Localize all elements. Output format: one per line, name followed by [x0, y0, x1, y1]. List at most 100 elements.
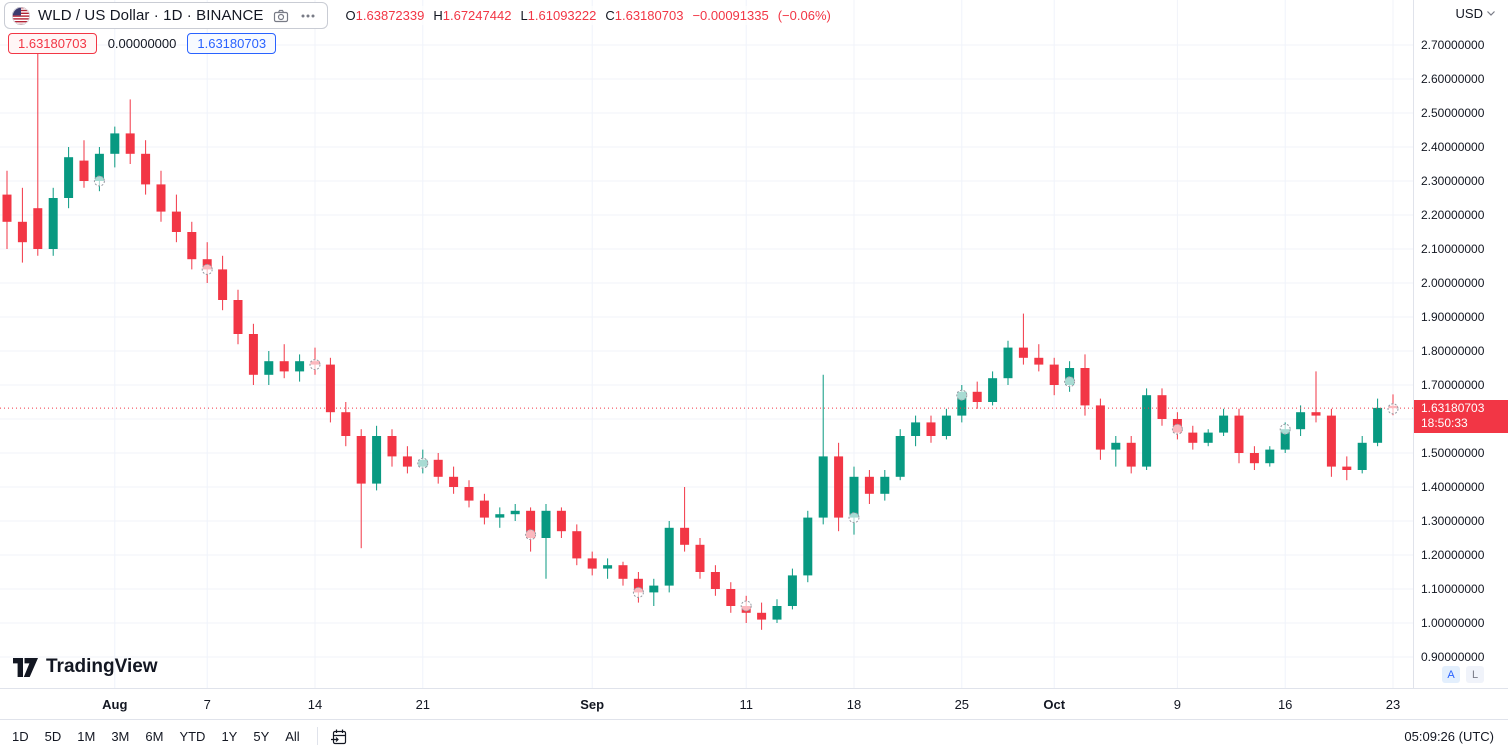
candle-body	[356, 436, 366, 484]
candle-body	[372, 436, 382, 484]
candle-body	[1188, 432, 1198, 443]
ask-price-badge[interactable]: 1.63180703	[187, 33, 277, 54]
candle-body	[526, 510, 536, 538]
auto-scale-button[interactable]: A	[1442, 666, 1460, 683]
candle-body	[2, 194, 12, 222]
candle-body	[633, 578, 643, 593]
price-tick-label: 2.20000000	[1421, 208, 1485, 222]
candle-body	[556, 510, 566, 532]
candle-body	[79, 160, 89, 181]
candle-body	[1373, 407, 1383, 443]
event-marker-icon[interactable]	[1064, 376, 1076, 388]
camera-icon[interactable]	[271, 6, 291, 26]
candle-body	[680, 527, 690, 545]
price-tick-label: 1.10000000	[1421, 582, 1485, 596]
close-value: C1.63180703	[605, 8, 684, 23]
candle-body	[1219, 415, 1229, 433]
tradingview-logo-text: TradingView	[46, 656, 158, 677]
candle-body	[587, 558, 597, 569]
candle-body	[649, 585, 659, 593]
event-marker-icon[interactable]	[525, 529, 537, 541]
bid-price-badge[interactable]: 1.63180703	[8, 33, 97, 54]
symbol-button[interactable]: WLD / US Dollar · 1D · BINANCE	[4, 2, 328, 29]
candle-body	[402, 456, 412, 467]
chart-header: WLD / US Dollar · 1D · BINANCE	[4, 2, 835, 29]
event-marker-icon[interactable]	[740, 600, 752, 612]
range-button-5d[interactable]: 5D	[44, 728, 62, 744]
current-price-label: 1.63180703 18:50:33	[1414, 400, 1508, 434]
event-marker-icon[interactable]	[93, 175, 105, 187]
price-axis[interactable]: USD 2.70000000 2.60000000 2.50000000 2.4000…	[1413, 0, 1508, 688]
candle-body	[911, 422, 921, 436]
event-marker-icon[interactable]	[1279, 423, 1291, 435]
candle-body	[941, 415, 951, 436]
event-marker-icon[interactable]	[1171, 423, 1183, 435]
candle-body	[218, 269, 228, 300]
time-tick-label: Aug	[102, 697, 128, 712]
more-options-icon[interactable]	[298, 6, 318, 26]
candle-body	[1003, 347, 1013, 379]
candle-body	[233, 300, 243, 334]
event-marker-icon[interactable]	[632, 586, 644, 598]
bid-ask-row: 1.63180703 0.00000000 1.63180703	[8, 33, 277, 54]
candle-body	[1234, 415, 1244, 453]
calendar-icon	[331, 729, 347, 744]
range-button-6m[interactable]: 6M	[145, 728, 164, 744]
candle-body	[94, 153, 104, 181]
candle-body	[110, 133, 120, 154]
spread-value: 0.00000000	[107, 36, 177, 51]
time-axis[interactable]: Aug 7 14 21 Sep 11 18 25 Oct 9 16 23	[0, 688, 1508, 719]
candle-body	[1111, 442, 1121, 450]
candle-body	[125, 133, 135, 154]
candle-body	[1034, 357, 1044, 365]
candle-body	[1280, 429, 1290, 450]
ohlc-values: O1.63872339 H1.67247442 L1.61093222 C1.6…	[341, 6, 835, 25]
change-percent: (−0.06%)	[777, 8, 831, 23]
log-scale-button[interactable]: L	[1466, 666, 1484, 683]
event-marker-icon[interactable]	[848, 512, 860, 524]
range-button-ytd[interactable]: YTD	[179, 728, 206, 744]
range-button-1y[interactable]: 1Y	[221, 728, 238, 744]
event-marker-icon[interactable]	[1387, 403, 1399, 415]
candle-body	[834, 456, 844, 518]
candle-body	[449, 476, 459, 487]
candle-body	[433, 459, 443, 477]
event-marker-icon[interactable]	[201, 263, 213, 275]
candle-body	[926, 422, 936, 436]
candle-body	[264, 361, 274, 375]
range-button-3m[interactable]: 3M	[111, 728, 130, 744]
event-marker-icon[interactable]	[309, 359, 321, 371]
clock-utc[interactable]: 05:09:26 (UTC)	[1404, 728, 1494, 744]
range-button-1m[interactable]: 1M	[77, 728, 96, 744]
candlestick-chart[interactable]	[0, 0, 1413, 688]
change-value: −0.00091335	[692, 8, 769, 23]
event-marker-icon[interactable]	[956, 389, 968, 401]
tradingview-logo[interactable]: TradingView	[13, 656, 158, 678]
range-button-1d[interactable]: 1D	[12, 728, 29, 744]
currency-selector[interactable]: USD	[1456, 6, 1495, 21]
time-tick-label: 11	[739, 697, 753, 712]
range-button-5y[interactable]: 5Y	[253, 728, 270, 744]
candle-body	[1203, 432, 1213, 443]
candle-body	[880, 476, 890, 494]
chart-area[interactable]: WLD / US Dollar · 1D · BINANCE	[0, 0, 1413, 688]
candle-body	[803, 517, 813, 576]
tradingview-logo-icon	[13, 657, 38, 677]
candle-body	[156, 184, 166, 212]
range-button-all[interactable]: All	[285, 728, 300, 744]
candle-body	[864, 476, 874, 494]
candle-body	[1342, 466, 1352, 470]
go-to-date-button[interactable]	[327, 724, 351, 748]
candle-body	[664, 527, 674, 586]
price-tick-label: 1.70000000	[1421, 378, 1485, 392]
candle-body	[1018, 347, 1028, 358]
candle-body	[141, 153, 151, 185]
chevron-down-icon	[1487, 11, 1495, 16]
candle-body	[464, 487, 474, 501]
candle-body	[787, 575, 797, 606]
event-marker-icon[interactable]	[417, 457, 429, 469]
time-tick-label: 9	[1173, 697, 1182, 712]
candle-body	[171, 211, 181, 232]
high-value: H1.67247442	[433, 8, 512, 23]
